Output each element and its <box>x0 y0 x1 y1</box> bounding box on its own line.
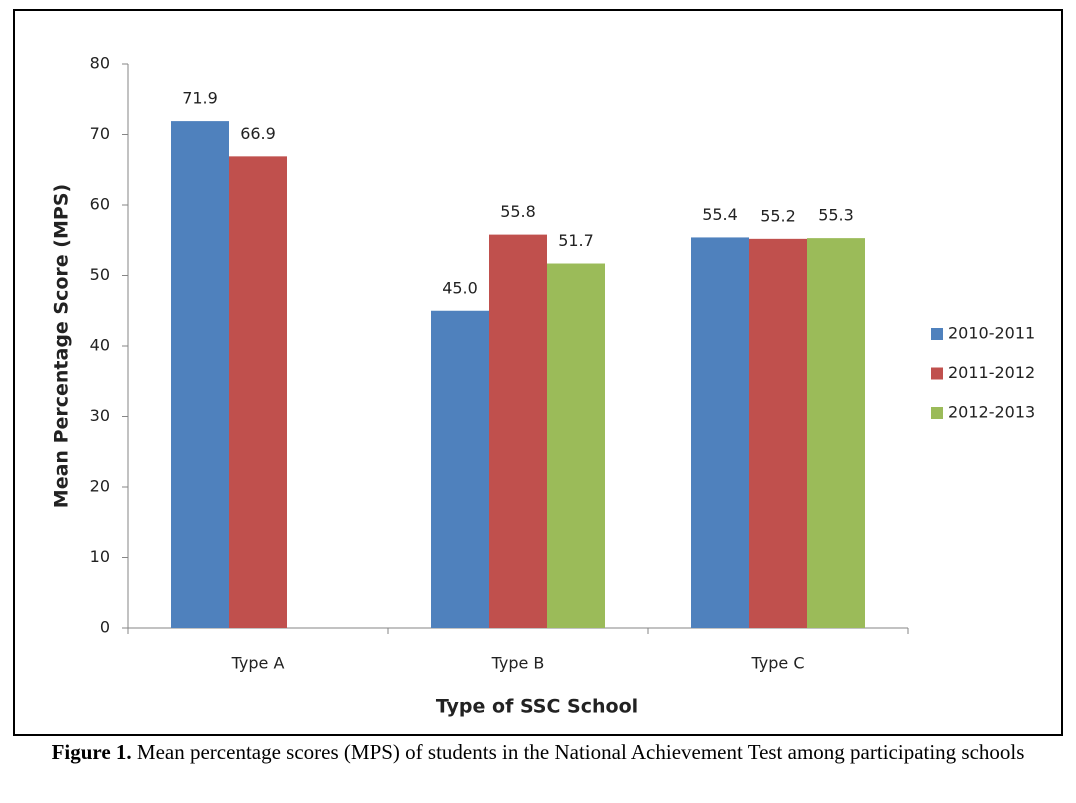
y-tick-label: 40 <box>90 336 110 355</box>
y-tick-label: 50 <box>90 265 110 284</box>
x-tick-label: Type B <box>491 654 545 673</box>
bar <box>489 234 547 629</box>
y-tick-label: 10 <box>90 547 110 566</box>
data-label: 55.4 <box>702 205 738 224</box>
caption-text: Mean percentage scores (MPS) of students… <box>136 740 1025 764</box>
data-label: 71.9 <box>182 89 218 108</box>
y-tick-label: 30 <box>90 406 110 425</box>
bar <box>691 237 749 628</box>
caption: Figure 1. Mean percentage scores (MPS) o… <box>40 738 1036 767</box>
legend-swatch <box>931 367 943 380</box>
x-tick-label: Type C <box>750 654 804 673</box>
chart-border <box>13 9 1063 736</box>
data-label: 55.2 <box>760 206 796 225</box>
bar <box>807 238 865 628</box>
data-label: 55.8 <box>500 202 536 221</box>
legend-label: 2012-2013 <box>948 403 1035 422</box>
legend-label: 2011-2012 <box>948 363 1035 382</box>
data-label: 45.0 <box>442 278 478 297</box>
y-tick-label: 80 <box>90 54 110 73</box>
bar <box>229 156 287 629</box>
bar <box>547 263 605 628</box>
bar <box>431 310 489 628</box>
y-tick-label: 0 <box>100 618 110 637</box>
y-tick-label: 60 <box>90 195 110 214</box>
caption-label: Figure 1. <box>51 740 132 764</box>
legend-swatch <box>931 328 943 340</box>
x-axis-title: Type of SSC School <box>436 696 638 718</box>
bar <box>171 121 229 628</box>
y-tick-label: 20 <box>90 477 110 496</box>
data-label: 55.3 <box>818 206 854 225</box>
data-label: 51.7 <box>558 231 594 250</box>
data-label: 66.9 <box>240 124 276 143</box>
y-tick-label: 70 <box>90 124 110 143</box>
legend-label: 2010-2011 <box>948 324 1035 343</box>
bar <box>749 238 807 628</box>
chart: Mean Percentage Score (MPS) Type of SSC … <box>13 9 1063 736</box>
legend-swatch <box>931 407 943 419</box>
y-axis-title: Mean Percentage Score (MPS) <box>51 184 73 508</box>
x-tick-label: Type A <box>231 654 285 673</box>
